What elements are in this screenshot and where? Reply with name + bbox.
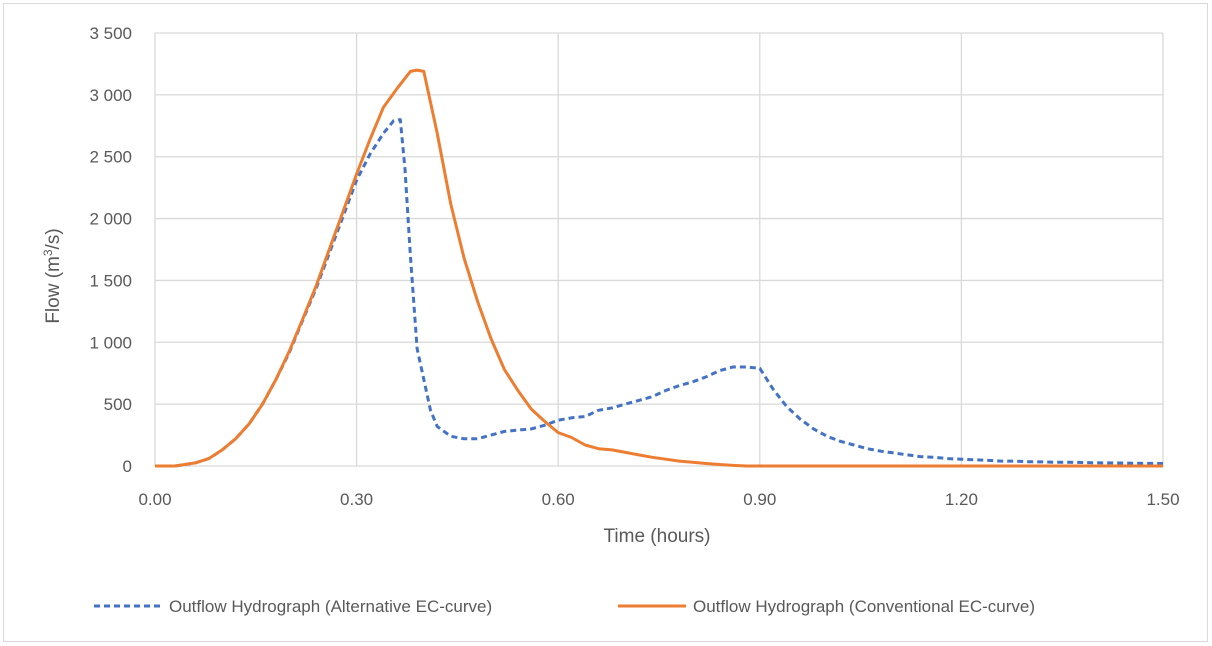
y-tick-labels: 0 500 1 000 1 500 2 000 2 500 3 000 3 500: [89, 24, 132, 476]
chart-frame: [3, 3, 1208, 642]
x-tick-label: 0.30: [340, 490, 373, 509]
x-tick-label: 0.60: [542, 490, 575, 509]
y-axis-title-sup: 3: [41, 249, 55, 256]
y-tick-label: 1 500: [89, 271, 132, 290]
y-tick-label: 2 500: [89, 148, 132, 167]
y-tick-label: 3 000: [89, 86, 132, 105]
series-line-alternative-ec-curve: [155, 118, 1164, 468]
legend-label-conventional: Outflow Hydrograph (Conventional EC-curv…: [693, 597, 1035, 616]
series-lines: [155, 68, 1164, 468]
y-tick-label: 2 000: [89, 210, 132, 229]
y-tick-label: 1 000: [89, 333, 132, 352]
x-tick-label: 1.20: [945, 490, 978, 509]
x-tick-label: 1.50: [1146, 490, 1179, 509]
grid: [154, 32, 1164, 467]
y-tick-label: 3 500: [89, 24, 132, 43]
x-tick-label: 0.90: [743, 490, 776, 509]
y-axis-title-main: Flow (m: [43, 256, 64, 324]
y-tick-label: 0: [123, 457, 132, 476]
y-tick-label: 500: [104, 395, 132, 414]
x-tick-labels: 0.00 0.30 0.60 0.90 1.20 1.50: [138, 490, 1179, 509]
x-axis-title: Time (hours): [604, 526, 711, 547]
series-line-conventional-ec-curve: [155, 68, 1163, 468]
legend-label-alternative: Outflow Hydrograph (Alternative EC-curve…: [169, 597, 492, 616]
y-axis-title: Flow (m3/s): [41, 228, 64, 323]
y-axis-title-tail: /s): [43, 228, 64, 249]
legend: Outflow Hydrograph (Alternative EC-curve…: [94, 597, 1035, 616]
x-tick-label: 0.00: [138, 490, 171, 509]
